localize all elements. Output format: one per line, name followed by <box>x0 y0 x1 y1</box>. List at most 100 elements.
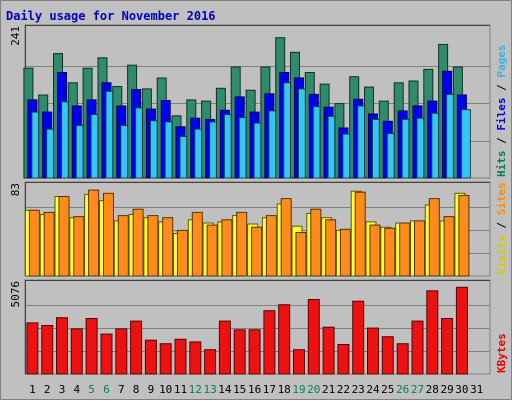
panel-legend: Hits / Files / Pages <box>495 45 508 178</box>
bar-sites-day-22 <box>339 228 351 277</box>
bar-sites-day-8 <box>132 208 144 277</box>
bar-kbytes-day-22 <box>337 344 350 375</box>
bar-sites-day-3 <box>58 196 70 277</box>
x-tick-label: 14 <box>218 383 232 396</box>
x-tick-label: 13 <box>203 383 216 396</box>
x-tick-label: 4 <box>73 383 80 396</box>
x-tick-label: 30 <box>455 383 468 396</box>
bar-sites-day-15 <box>236 211 248 277</box>
x-tick-label: 8 <box>133 383 140 396</box>
bar-kbytes-day-29 <box>441 318 454 375</box>
bar-kbytes-day-26 <box>396 343 409 375</box>
bar-sites-day-26 <box>399 222 411 277</box>
bar-sites-day-7 <box>117 215 129 277</box>
bar-kbytes-day-7 <box>115 328 128 375</box>
bar-sites-day-2 <box>43 211 55 277</box>
bar-sites-day-19 <box>295 232 307 277</box>
bar-kbytes-day-14 <box>218 320 231 375</box>
bar-kbytes-day-5 <box>85 318 98 375</box>
bar-kbytes-day-27 <box>411 320 424 375</box>
bar-kbytes-day-1 <box>26 322 39 375</box>
x-tick-label: 3 <box>59 383 66 396</box>
x-tick-label: 22 <box>337 383 350 396</box>
bar-kbytes-day-3 <box>56 317 68 375</box>
legend-entry: Hits <box>495 151 508 178</box>
bar-kbytes-day-17 <box>263 310 276 375</box>
bar-kbytes-day-13 <box>204 349 217 375</box>
bar-kbytes-day-12 <box>189 341 202 375</box>
bar-kbytes-day-15 <box>233 329 246 375</box>
legend-entry: Visits <box>495 235 508 275</box>
bar-kbytes-day-19 <box>293 349 305 375</box>
bar-sites-day-1 <box>28 209 40 277</box>
bar-kbytes-day-24 <box>367 327 379 375</box>
panel-hits-files-pages: 241 Hits / Files / Pages <box>9 24 508 179</box>
x-tick-label: 29 <box>440 383 453 396</box>
panel-max-label: 5076 <box>9 281 22 308</box>
bar-sites-day-29 <box>443 216 455 277</box>
bar-sites-day-20 <box>310 208 322 277</box>
bar-sites-day-12 <box>191 211 203 277</box>
panel-visits-sites: 83 Visits / Sites <box>9 181 508 277</box>
bar-kbytes-day-30 <box>455 286 468 375</box>
bar-sites-day-6 <box>103 192 114 277</box>
x-tick-label: 17 <box>263 383 276 396</box>
panel-max-label: 241 <box>9 26 22 46</box>
bar-sites-day-17 <box>265 215 277 277</box>
x-tick-label: 15 <box>233 383 246 396</box>
bar-sites-day-24 <box>369 224 381 277</box>
legend-entry: / <box>495 78 508 98</box>
panels-layer: 241 Hits / Files / Pages 83 Visits / Sites 5… <box>9 24 508 375</box>
bar-sites-day-13 <box>206 224 218 277</box>
bar-sites-day-18 <box>280 198 292 277</box>
bar-kbytes-day-23 <box>352 300 365 375</box>
legend-entry: KBytes <box>495 333 508 373</box>
x-tick-label: 1 <box>29 383 36 396</box>
x-tick-label: 31 <box>470 383 483 396</box>
panel-legend: Visits / Sites <box>495 182 508 275</box>
x-tick-label: 25 <box>381 383 394 396</box>
x-tick-label: 12 <box>189 383 202 396</box>
bar-kbytes-day-21 <box>322 326 335 375</box>
bar-sites-day-23 <box>354 191 366 277</box>
x-tick-label: 21 <box>322 383 335 396</box>
bar-sites-day-10 <box>162 217 174 277</box>
panel-legend: KBytes <box>495 333 508 373</box>
bar-sites-day-27 <box>414 220 425 277</box>
bar-kbytes-day-9 <box>144 339 157 375</box>
panel-max-label: 83 <box>9 183 22 196</box>
x-tick-label: 23 <box>352 383 365 396</box>
bar-sites-day-28 <box>428 198 440 277</box>
chart-title: Daily usage for November 2016 <box>6 9 216 23</box>
x-tick-label: 19 <box>292 383 305 396</box>
x-tick-label: 6 <box>103 383 110 396</box>
bar-sites-day-30 <box>458 194 470 277</box>
legend-entry: Sites <box>495 182 508 215</box>
bar-sites-day-11 <box>177 229 188 277</box>
legend-entry: / <box>495 131 508 151</box>
bar-sites-day-16 <box>251 226 263 277</box>
x-tick-label: 18 <box>278 383 291 396</box>
bar-pages-day-30 <box>460 109 471 179</box>
bar-sites-day-25 <box>384 227 396 277</box>
x-tick-label: 10 <box>159 383 172 396</box>
x-tick-label: 26 <box>396 383 409 396</box>
bar-kbytes-day-16 <box>248 329 261 375</box>
x-tick-label: 20 <box>307 383 320 396</box>
x-tick-label: 5 <box>88 383 95 396</box>
x-tick-label: 27 <box>411 383 424 396</box>
x-tick-label: 16 <box>248 383 261 396</box>
legend-entry: Pages <box>495 45 508 78</box>
x-tick-label: 11 <box>174 383 187 396</box>
bar-sites-day-4 <box>73 216 85 277</box>
legend-entry: / <box>495 215 508 235</box>
x-tick-label: 24 <box>366 383 380 396</box>
bar-kbytes-day-20 <box>307 299 320 375</box>
legend-entry: Files <box>495 98 508 131</box>
bar-kbytes-day-4 <box>70 328 83 375</box>
x-tick-label: 28 <box>426 383 439 396</box>
bar-sites-day-14 <box>221 219 233 277</box>
bar-sites-day-9 <box>147 215 159 277</box>
bar-kbytes-day-25 <box>381 336 394 375</box>
